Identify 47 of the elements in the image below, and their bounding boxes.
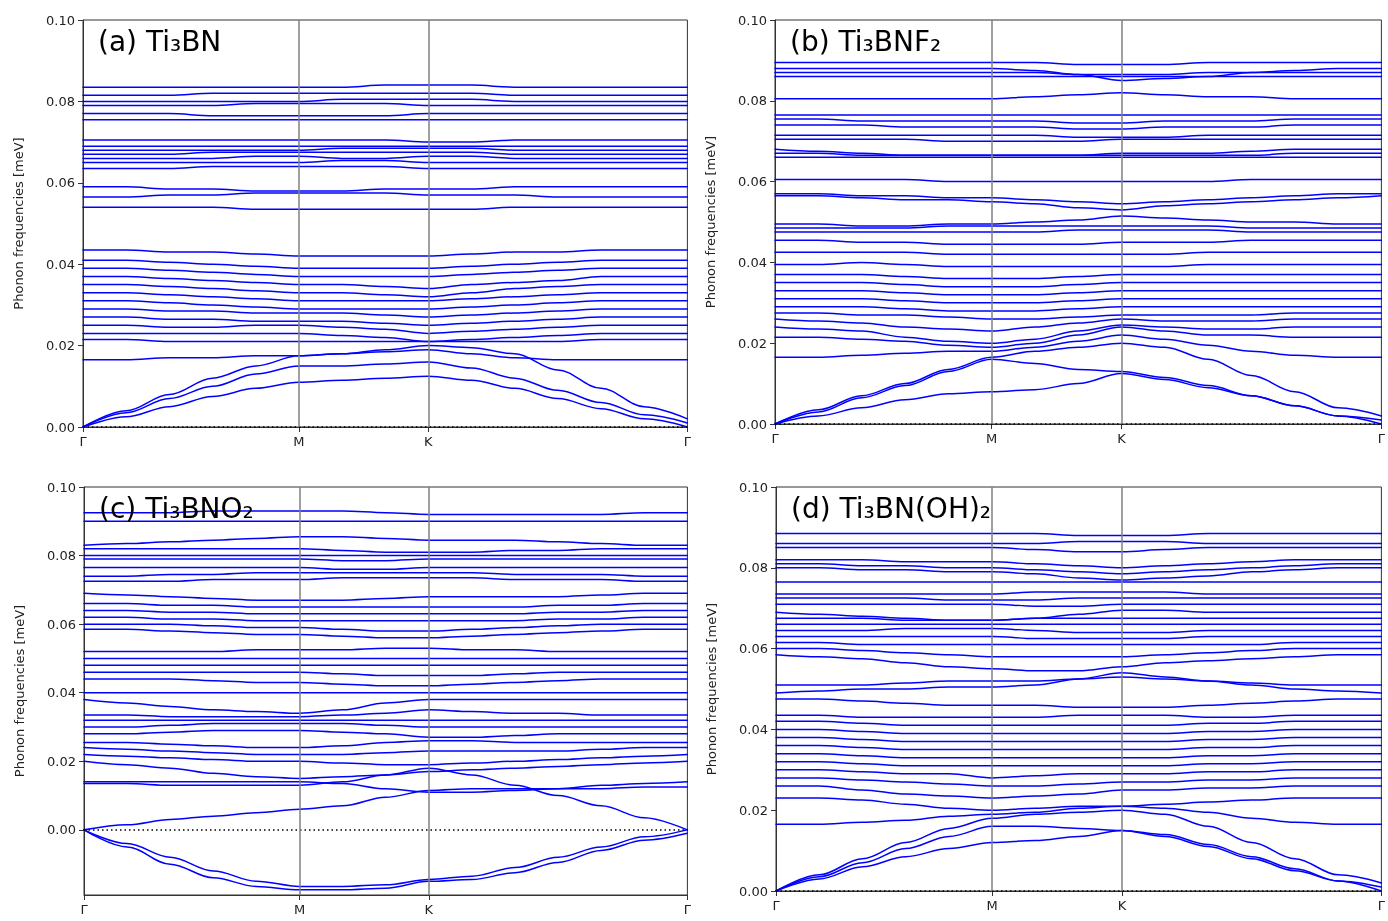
y-tick-label: 0.00 <box>738 416 767 432</box>
x-tick-label: Γ <box>771 431 780 446</box>
x-tick-label: K <box>1117 898 1127 913</box>
y-tick-label: 0.10 <box>738 12 767 28</box>
y-axis-title: Phonon frequencies [meV] <box>12 604 27 778</box>
y-tick-label: 0.02 <box>47 753 76 769</box>
x-tick-label: M <box>986 898 998 913</box>
chart-title: (a) Ti₃BN <box>98 24 222 58</box>
y-tick-label: 0.04 <box>739 721 768 737</box>
y-tick-label: 0.10 <box>46 12 75 28</box>
x-tick-label: Γ <box>80 902 89 917</box>
y-tick-label: 0.08 <box>46 93 75 109</box>
x-tick-label: Γ <box>772 898 781 913</box>
x-tick-label: M <box>293 902 306 917</box>
y-tick-label: 0.06 <box>47 616 76 632</box>
y-tick-label: 0.06 <box>739 641 768 657</box>
y-tick-label: 0.04 <box>738 254 767 270</box>
x-tick-label: M <box>293 434 305 449</box>
y-tick-label: 0.02 <box>46 338 75 354</box>
y-tick-label: 0.10 <box>739 479 768 495</box>
y-tick-label: 0.04 <box>47 685 76 701</box>
y-tick-label: 0.00 <box>739 883 768 899</box>
x-tick-label: M <box>985 431 998 446</box>
y-axis-title: Phonon frequencies [meV] <box>704 602 719 776</box>
x-tick-label: K <box>424 902 434 917</box>
chart-title: (d) Ti₃BN(OH)₂ <box>791 491 992 525</box>
y-tick-label: 0.08 <box>738 93 767 109</box>
y-tick-label: 0.04 <box>46 256 75 272</box>
y-tick-label: 0.08 <box>47 548 76 564</box>
y-axis-title: Phonon frequencies [meV] <box>703 135 718 309</box>
y-tick-label: 0.02 <box>738 335 767 351</box>
x-tick-label: K <box>1117 431 1127 446</box>
y-tick-label: 0.06 <box>46 175 75 191</box>
x-tick-label: Γ <box>1377 431 1386 446</box>
x-tick-label: K <box>424 434 434 449</box>
y-tick-label: 0.06 <box>738 174 767 190</box>
chart-title: (b) Ti₃BNF₂ <box>790 24 942 58</box>
x-tick-label: Γ <box>79 434 88 449</box>
y-tick-label: 0.02 <box>739 802 768 818</box>
y-axis-title: Phonon frequencies [meV] <box>11 137 26 310</box>
y-tick-label: 0.00 <box>46 419 75 435</box>
x-tick-label: Γ <box>683 902 692 917</box>
y-tick-label: 0.00 <box>47 822 76 838</box>
x-tick-label: Γ <box>1377 898 1386 913</box>
x-tick-label: Γ <box>683 434 692 449</box>
y-tick-label: 0.08 <box>739 560 768 576</box>
y-tick-label: 0.10 <box>47 479 76 495</box>
